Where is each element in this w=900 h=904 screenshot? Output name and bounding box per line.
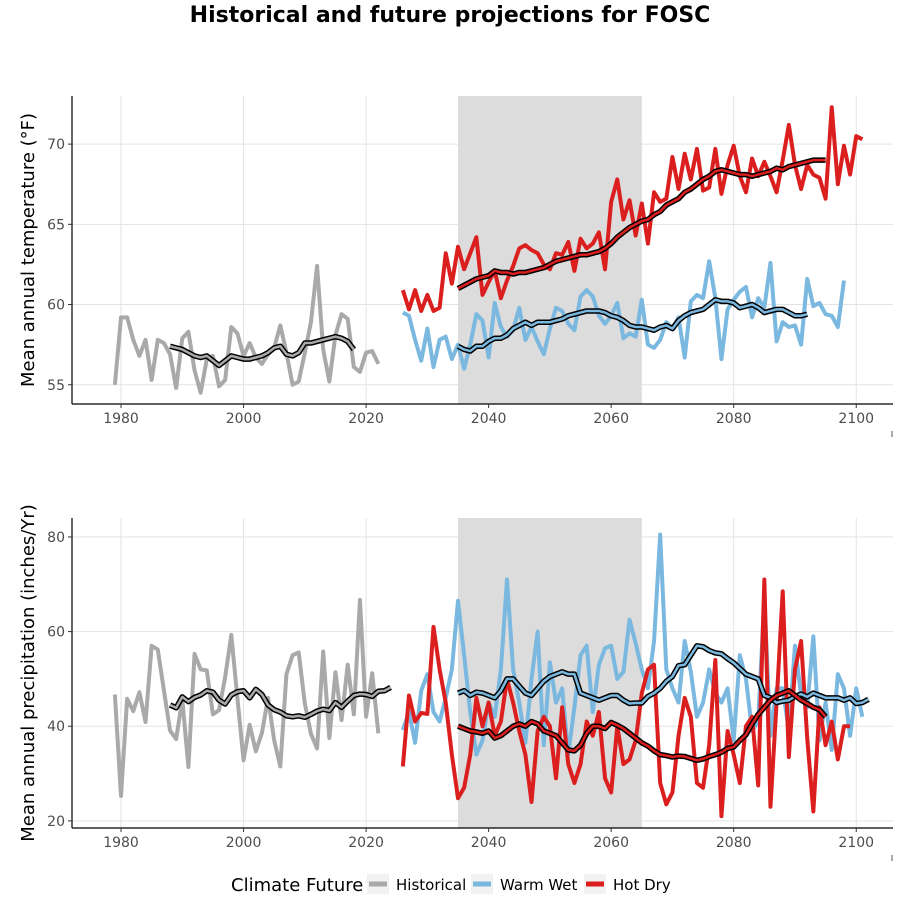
temperature-smooth-warm-wet (457, 298, 808, 353)
precipitation-y-tick-label: 40 (47, 719, 65, 735)
precipitation-x-tick-label: 2040 (471, 835, 507, 851)
temperature-series-hot-dry (400, 105, 864, 313)
temperature-smooth-hot-dry (457, 158, 826, 290)
precipitation-smooth-historical (169, 686, 392, 719)
temperature-x-tick-label: 2000 (226, 411, 262, 427)
temperature-panel: 1980 2000 2020 2040 2060 2080 2100 55 60 65 70 Mean… (18, 96, 893, 437)
temperature-series-historical (112, 264, 381, 395)
precipitation-plot-area (112, 532, 870, 819)
precipitation-y-tick-label: 80 (47, 530, 65, 546)
temperature-series-warm-wet (401, 259, 846, 371)
chart-title: Historical and future projections for FO… (190, 3, 711, 28)
temperature-y-tick-label: 60 (47, 298, 65, 314)
legend-title: Climate Future (231, 875, 363, 896)
precipitation-smooth-warm-wet (457, 644, 870, 705)
precipitation-panel: 1980 2000 2020 2040 2060 2080 210020406080Mean… (18, 504, 893, 861)
temperature-y-tick-label: 55 (47, 378, 65, 394)
temperature-x-tick-label: 2040 (471, 411, 507, 427)
temperature-x-tick-label: 2020 (348, 411, 384, 427)
precipitation-smooth-hot-dry (457, 689, 827, 762)
legend-label: Hot Dry (613, 876, 671, 894)
precipitation-x-tick-label: 2000 (226, 835, 262, 851)
precipitation-x-tick-label: 2100 (838, 835, 874, 851)
precipitation-x-tick-label: 2060 (593, 835, 629, 851)
temperature-x-tick-label: 2100 (838, 411, 874, 427)
temperature-x-tick-label: 2080 (716, 411, 752, 427)
legend: Climate Future Historical Warm Wet Hot Dry (231, 874, 671, 896)
temperature-smooth-historical (169, 335, 355, 367)
legend-label: Warm Wet (500, 876, 578, 894)
precipitation-y-axis-title: Mean annual precipitation (inches/Yr) (18, 504, 39, 842)
precipitation-y-tick-label: 60 (47, 625, 65, 641)
precipitation-x-tick-label: 2080 (716, 835, 752, 851)
temperature-y-axis-title: Mean annual temperature (°F) (18, 113, 39, 387)
temperature-y-tick-label: 65 (47, 217, 65, 233)
temperature-shaded-period (457, 96, 642, 404)
precipitation-y-tick-label: 20 (47, 814, 65, 830)
legend-label: Historical (396, 876, 466, 894)
temperature-plot-area (112, 105, 864, 395)
temperature-x-tick-label: 2060 (593, 411, 629, 427)
precipitation-series-historical (112, 597, 381, 798)
temperature-y-tick-label: 70 (47, 137, 65, 153)
temperature-x-tick-label: 1980 (103, 411, 139, 427)
precipitation-series-hot-dry (400, 577, 851, 819)
precipitation-x-tick-label: 1980 (103, 835, 139, 851)
precipitation-x-tick-label: 2020 (348, 835, 384, 851)
